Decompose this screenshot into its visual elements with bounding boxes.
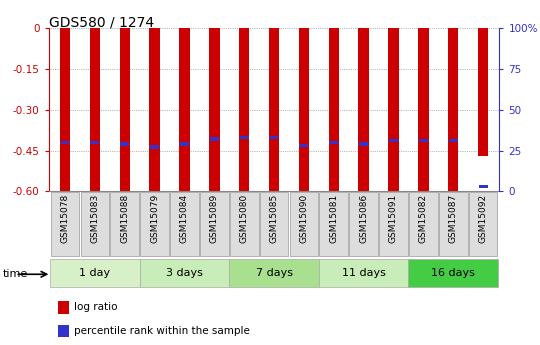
Text: 11 days: 11 days [342, 268, 386, 278]
Text: GSM15081: GSM15081 [329, 194, 338, 243]
FancyBboxPatch shape [409, 192, 438, 256]
Bar [448, 28, 458, 191]
Text: GSM15086: GSM15086 [359, 194, 368, 243]
FancyBboxPatch shape [320, 192, 348, 256]
Bar [179, 28, 190, 191]
FancyBboxPatch shape [170, 192, 199, 256]
Bar [478, 28, 488, 156]
Text: 7 days: 7 days [255, 268, 293, 278]
Text: time: time [3, 269, 28, 279]
Bar [299, 28, 309, 191]
FancyBboxPatch shape [140, 259, 230, 287]
Text: GSM15084: GSM15084 [180, 194, 189, 243]
FancyBboxPatch shape [230, 192, 259, 256]
Text: GSM15091: GSM15091 [389, 194, 398, 243]
FancyBboxPatch shape [260, 192, 288, 256]
Text: 1 day: 1 day [79, 268, 111, 278]
Bar [119, 28, 130, 191]
Bar [150, 28, 160, 191]
Text: GSM15088: GSM15088 [120, 194, 129, 243]
Bar [389, 139, 398, 142]
FancyBboxPatch shape [469, 192, 497, 256]
Bar [58, 301, 69, 314]
Text: GSM15090: GSM15090 [299, 194, 308, 243]
FancyBboxPatch shape [289, 192, 318, 256]
Bar [418, 28, 429, 191]
Text: GSM15089: GSM15089 [210, 194, 219, 243]
Bar [240, 136, 248, 139]
Bar [180, 142, 189, 146]
Bar [150, 146, 159, 149]
Bar [359, 142, 368, 146]
FancyBboxPatch shape [80, 192, 109, 256]
FancyBboxPatch shape [51, 192, 79, 256]
Text: GSM15079: GSM15079 [150, 194, 159, 243]
Bar [120, 142, 129, 146]
Bar [300, 144, 308, 147]
FancyBboxPatch shape [439, 192, 468, 256]
Bar [419, 139, 428, 142]
FancyBboxPatch shape [349, 192, 378, 256]
Bar [90, 140, 99, 144]
Text: 16 days: 16 days [431, 268, 475, 278]
Bar [90, 28, 100, 191]
Bar [239, 28, 249, 191]
Text: percentile rank within the sample: percentile rank within the sample [73, 326, 249, 336]
Bar [209, 28, 220, 191]
Bar [388, 28, 399, 191]
Text: GSM15087: GSM15087 [449, 194, 458, 243]
FancyBboxPatch shape [319, 259, 408, 287]
Bar [60, 140, 70, 144]
Text: GSM15078: GSM15078 [60, 194, 70, 243]
Bar [210, 137, 219, 141]
FancyBboxPatch shape [408, 259, 498, 287]
Text: GSM15082: GSM15082 [419, 194, 428, 243]
FancyBboxPatch shape [140, 192, 169, 256]
FancyBboxPatch shape [379, 192, 408, 256]
Bar [478, 185, 488, 188]
Bar [329, 140, 338, 144]
Text: log ratio: log ratio [73, 303, 117, 313]
Bar [359, 28, 369, 191]
Bar [60, 28, 70, 191]
FancyBboxPatch shape [50, 259, 140, 287]
FancyBboxPatch shape [230, 259, 319, 287]
Bar [449, 139, 458, 142]
Text: GSM15080: GSM15080 [240, 194, 249, 243]
Text: GSM15092: GSM15092 [478, 194, 488, 243]
FancyBboxPatch shape [110, 192, 139, 256]
Text: GSM15085: GSM15085 [269, 194, 279, 243]
Text: GSM15083: GSM15083 [90, 194, 99, 243]
Bar [58, 325, 69, 337]
Bar [328, 28, 339, 191]
Text: 3 days: 3 days [166, 268, 203, 278]
Bar [269, 28, 279, 191]
Text: GDS580 / 1274: GDS580 / 1274 [49, 16, 154, 30]
FancyBboxPatch shape [200, 192, 228, 256]
Bar [269, 136, 279, 139]
